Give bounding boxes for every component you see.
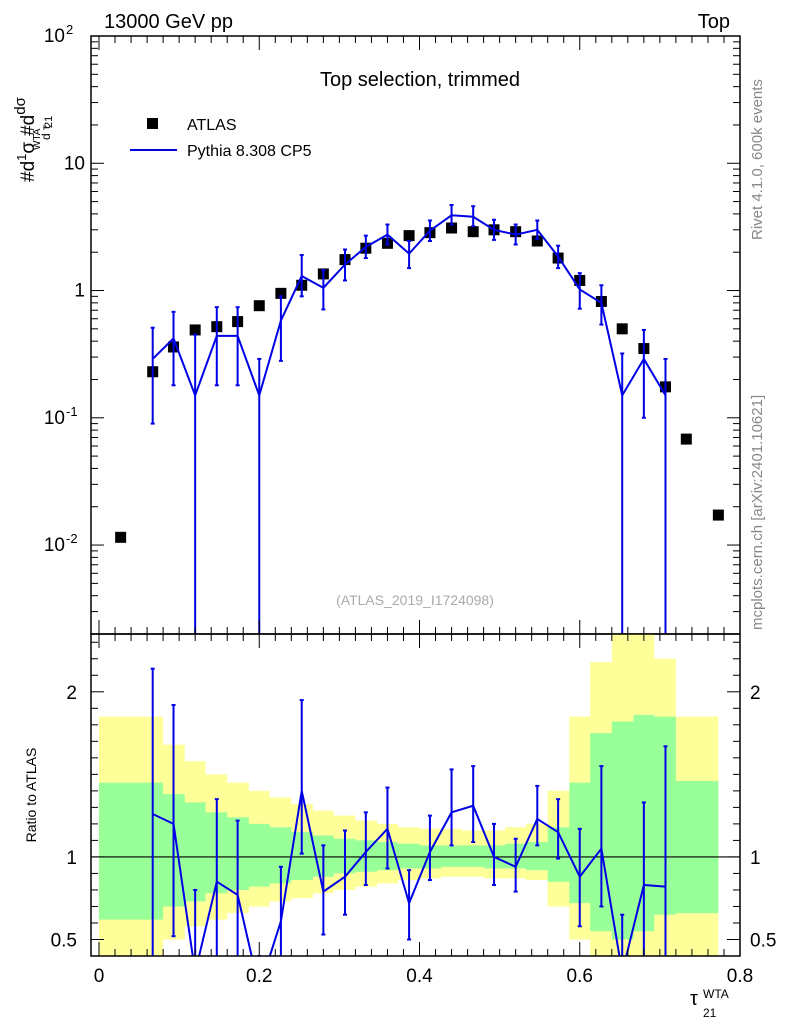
x-tick-label: 0.2 [246,966,272,987]
main-y-tick-exponent: -2 [66,531,78,546]
main-panel-data [115,203,724,634]
atlas-data-point [712,509,724,521]
legend-label-pythia: Pythia 8.308 CP5 [187,143,312,160]
atlas-data-point [253,300,265,312]
main-y-tick-label: 10 [44,26,65,47]
ratio-y-tick-label-left: 2 [66,683,77,704]
rivet-label: Rivet 4.1.0, 600k events [749,79,766,240]
ratio-y-tick-label-right: 1 [750,848,761,869]
main-y-tick-label: 10 [44,408,65,429]
legend-marker-atlas [147,118,158,129]
main-y-tick-label: 10 [44,535,65,556]
main-y-label: #d1σ#ddσ d τ WTA 21 [12,96,55,182]
svg-text:d τ: d τ [39,125,53,140]
legend-label-atlas: ATLAS [187,117,237,134]
svg-text:WTA: WTA [703,987,729,1001]
ratio-y-label: Ratio to ATLAS [23,748,39,843]
atlas-data-point [189,324,201,336]
atlas-data-point [616,323,628,335]
analysis-watermark: (ATLAS_2019_I1724098) [336,592,494,608]
main-y-tick-exponent: 2 [66,22,73,37]
ratio-y-tick-label-left: 1 [66,848,77,869]
svg-text:21: 21 [703,1006,717,1020]
ratio-band-green [99,714,719,940]
atlas-data-point [446,222,458,234]
svg-text:τ: τ [690,988,698,1010]
ratio-panel-data [91,634,740,956]
x-tick-label: 0 [94,966,105,987]
main-y-tick-label: 1 [74,281,85,302]
x-axis-label: τ WTA 21 [690,987,729,1020]
legend: ATLAS Pythia 8.308 CP5 [130,117,312,160]
atlas-data-point [403,230,415,242]
atlas-data-point [467,226,479,238]
atlas-data-point [531,235,543,247]
ratio-panel-axes: 0.5 0.5 1 1 2 2 0 0.2 0.4 0.6 0.8 [51,633,776,987]
plot-title: Top selection, trimmed [320,69,520,91]
atlas-data-point [680,433,692,445]
ratio-y-tick-label-left: 0.5 [51,930,77,951]
ratio-y-tick-label-right: 2 [750,683,761,704]
ratio-y-tick-label-right: 0.5 [750,930,776,951]
main-y-tick-exponent: -1 [66,404,78,419]
x-tick-label: 0.8 [727,966,753,987]
ratio-frame [90,633,741,957]
main-y-tick-label: 10 [64,153,85,174]
x-tick-label: 0.4 [406,966,433,987]
svg-text:WTA: WTA [32,128,43,150]
header-left: 13000 GeV pp [104,11,233,33]
x-tick-label: 0.6 [567,966,593,987]
header-right: Top [698,11,730,33]
svg-text:21: 21 [43,116,55,128]
mcplots-label: mcplots.cern.ch [arXiv:2401.10621] [749,395,766,630]
atlas-data-point [275,287,287,299]
atlas-data-point [115,531,127,543]
